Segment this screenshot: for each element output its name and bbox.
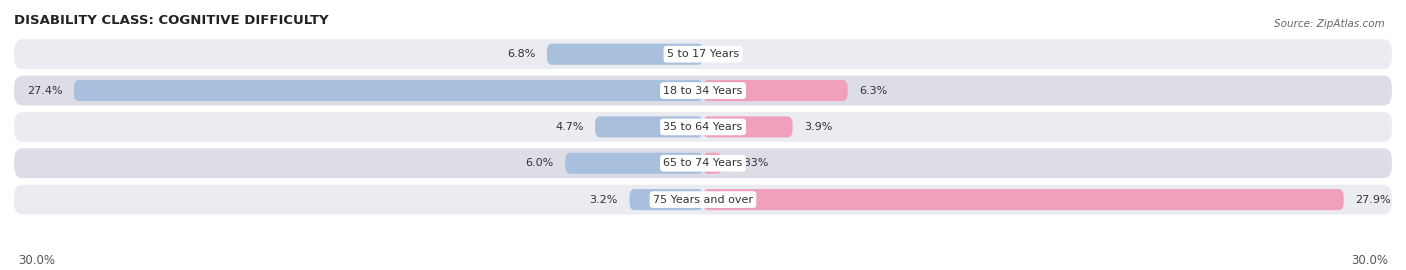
Text: 27.9%: 27.9% [1355, 195, 1391, 205]
FancyBboxPatch shape [14, 185, 1392, 214]
Text: 65 to 74 Years: 65 to 74 Years [664, 158, 742, 168]
Text: 5 to 17 Years: 5 to 17 Years [666, 49, 740, 59]
FancyBboxPatch shape [14, 76, 1392, 106]
FancyBboxPatch shape [565, 153, 703, 174]
Text: 0.0%: 0.0% [714, 49, 742, 59]
Text: 6.3%: 6.3% [859, 86, 887, 96]
Text: 35 to 64 Years: 35 to 64 Years [664, 122, 742, 132]
Text: 6.8%: 6.8% [508, 49, 536, 59]
Text: 6.0%: 6.0% [526, 158, 554, 168]
FancyBboxPatch shape [703, 116, 793, 137]
Text: 30.0%: 30.0% [18, 254, 55, 267]
FancyBboxPatch shape [547, 44, 703, 65]
FancyBboxPatch shape [14, 148, 1392, 178]
Text: 27.4%: 27.4% [27, 86, 62, 96]
Text: 0.83%: 0.83% [734, 158, 769, 168]
FancyBboxPatch shape [630, 189, 703, 210]
Text: 3.2%: 3.2% [589, 195, 619, 205]
FancyBboxPatch shape [703, 80, 848, 101]
Text: DISABILITY CLASS: COGNITIVE DIFFICULTY: DISABILITY CLASS: COGNITIVE DIFFICULTY [14, 14, 329, 27]
Legend: Male, Female: Male, Female [641, 268, 765, 270]
Text: Source: ZipAtlas.com: Source: ZipAtlas.com [1274, 19, 1385, 29]
Text: 30.0%: 30.0% [1351, 254, 1388, 267]
Text: 18 to 34 Years: 18 to 34 Years [664, 86, 742, 96]
FancyBboxPatch shape [14, 39, 1392, 69]
FancyBboxPatch shape [703, 153, 723, 174]
Text: 75 Years and over: 75 Years and over [652, 195, 754, 205]
FancyBboxPatch shape [703, 189, 1344, 210]
FancyBboxPatch shape [595, 116, 703, 137]
Text: 4.7%: 4.7% [555, 122, 583, 132]
Text: 3.9%: 3.9% [804, 122, 832, 132]
FancyBboxPatch shape [14, 112, 1392, 142]
FancyBboxPatch shape [73, 80, 703, 101]
